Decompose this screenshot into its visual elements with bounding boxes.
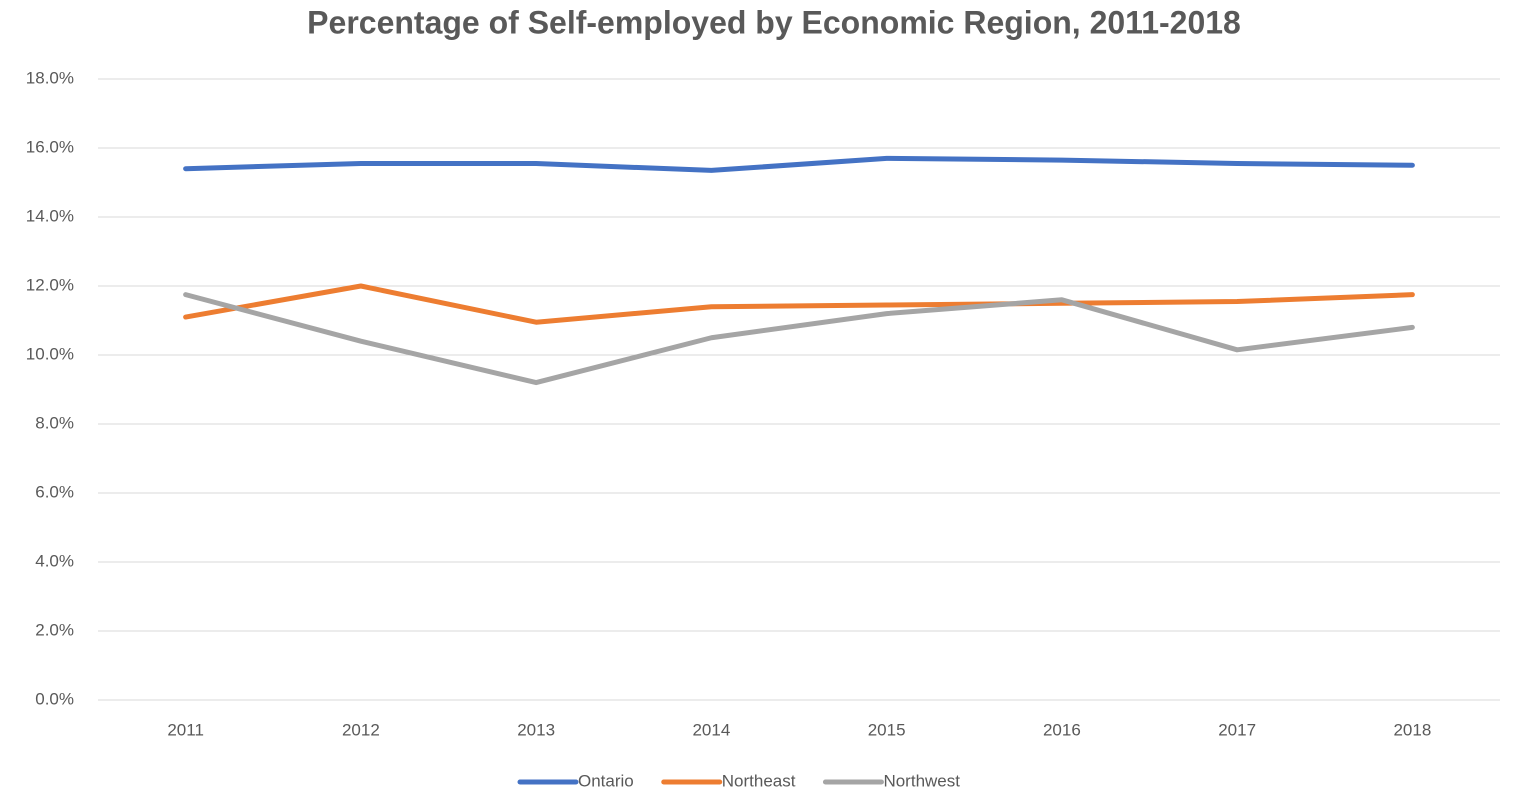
y-tick-label: 18.0% [26,68,74,87]
x-tick-label: 2012 [342,720,380,739]
legend-label: Ontario [578,771,634,790]
data-line [183,155,1415,173]
x-tick-label: 2017 [1218,720,1256,739]
y-tick-label: 10.0% [26,344,74,363]
y-tick-label: 12.0% [26,275,74,294]
y-tick-label: 6.0% [35,482,74,501]
chart-title: Percentage of Self-employed by Economic … [307,4,1241,40]
data-line [183,283,1415,325]
y-tick-label: 2.0% [35,620,74,639]
x-tick-label: 2016 [1043,720,1081,739]
y-tick-label: 14.0% [26,206,74,225]
data-line [183,292,1415,386]
y-tick-label: 16.0% [26,137,74,156]
x-tick-label: 2013 [517,720,555,739]
y-tick-label: 8.0% [35,413,74,432]
y-tick-label: 4.0% [35,551,74,570]
y-tick-label: 0.0% [35,689,74,708]
x-tick-label: 2011 [167,720,204,739]
x-tick-label: 2015 [868,720,906,739]
legend-label: Northwest [883,771,960,790]
x-tick-label: 2018 [1393,720,1431,739]
legend-label: Northeast [722,771,796,790]
x-tick-label: 2014 [692,720,730,739]
